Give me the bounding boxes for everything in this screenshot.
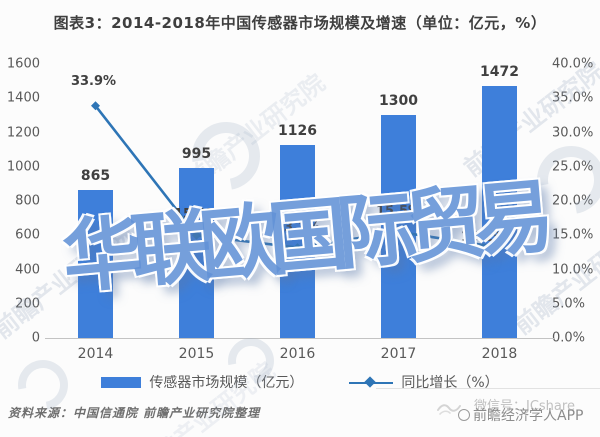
bar-value-label: 1126 (278, 123, 317, 140)
legend-line-swatch-icon (349, 375, 394, 388)
y-axis-left-tick: 600 (15, 227, 40, 243)
line-marker-icon (91, 101, 100, 111)
y-axis-right-tick: 40.0% (552, 56, 594, 72)
plot-area (45, 64, 550, 338)
y-axis-right-tick: 15.0% (552, 227, 594, 243)
legend-line-label: 同比增长（%） (401, 375, 499, 391)
y-axis-left-tick: 1400 (6, 90, 40, 106)
source-note: 资料来源：中国信通院 前瞻产业研究院整理 (8, 406, 261, 420)
line-value-label: 15.5% (375, 203, 422, 219)
x-axis-label: 2015 (178, 346, 215, 362)
bar-2018 (482, 85, 517, 338)
qianzhan-logo-icon (458, 409, 470, 421)
y-axis-left-tick: 200 (15, 296, 40, 312)
bar-2017 (381, 115, 416, 338)
y-axis-right-tick: 0.0% (552, 330, 586, 346)
bar-2016 (280, 145, 315, 338)
bird-logo-icon (437, 404, 461, 415)
line-marker-icon (394, 227, 403, 237)
bar-2015 (179, 167, 214, 338)
y-axis-right-tick: 20.0% (552, 193, 594, 209)
app-credit-text: 前瞻经济学人APP (458, 405, 583, 425)
legend-item-bar: 传感器市场规模（亿元） (101, 372, 303, 392)
y-axis-left-tick: 0 (31, 330, 40, 346)
y-axis-left-tick: 400 (15, 262, 40, 277)
y-axis-right-tick: 5.0% (552, 296, 586, 312)
bar-2014 (78, 189, 113, 338)
growth-line (91, 101, 504, 253)
y-axis-left-tick: 1000 (6, 159, 40, 175)
line-value-label: 13.2% (460, 229, 507, 245)
y-axis-right-tick: 35.0% (552, 90, 594, 106)
legend-bar-swatch-icon (101, 376, 142, 388)
chart-title: 图表3：2014-2018年中国传感器市场规模及增速（单位：亿元，%） (53, 14, 547, 32)
footer-divider (376, 388, 600, 389)
x-axis-label: 2016 (279, 346, 316, 362)
x-axis-label: 2018 (481, 346, 518, 362)
bar-value-label: 1472 (480, 63, 519, 80)
line-value-label: 15.0% (173, 207, 220, 223)
legend-bar-label: 传感器市场规模（亿元） (149, 375, 304, 391)
y-axis-left-tick: 1200 (6, 125, 40, 140)
x-axis-label: 2014 (77, 346, 114, 362)
line-marker-icon (293, 243, 302, 253)
line-value-label: 13.2% (274, 219, 321, 235)
x-axis-line (45, 338, 555, 339)
bar-value-label: 1300 (379, 93, 418, 110)
legend: 传感器市场规模（亿元） 同比增长（%） (0, 372, 600, 392)
bar-value-label: 865 (80, 167, 111, 184)
line-value-label: 33.9% (70, 73, 117, 89)
y-axis-right-tick: 30.0% (552, 125, 594, 140)
y-axis-right-tick: 25.0% (552, 159, 594, 175)
y-axis-left-tick: 800 (15, 193, 40, 209)
line-marker-icon (495, 243, 504, 253)
line-marker-icon (192, 230, 201, 240)
x-axis-label: 2017 (380, 346, 417, 362)
y-axis-left-tick: 1600 (6, 56, 40, 72)
legend-item-line: 同比增长（%） (349, 372, 499, 392)
watermark-diagonal-text: 前瞻产业研究院 (130, 356, 281, 437)
y-axis-right-tick: 10.0% (552, 262, 594, 277)
bar-value-label: 995 (181, 145, 212, 162)
wechat-id-text: 微信号：JCshare (474, 399, 575, 414)
